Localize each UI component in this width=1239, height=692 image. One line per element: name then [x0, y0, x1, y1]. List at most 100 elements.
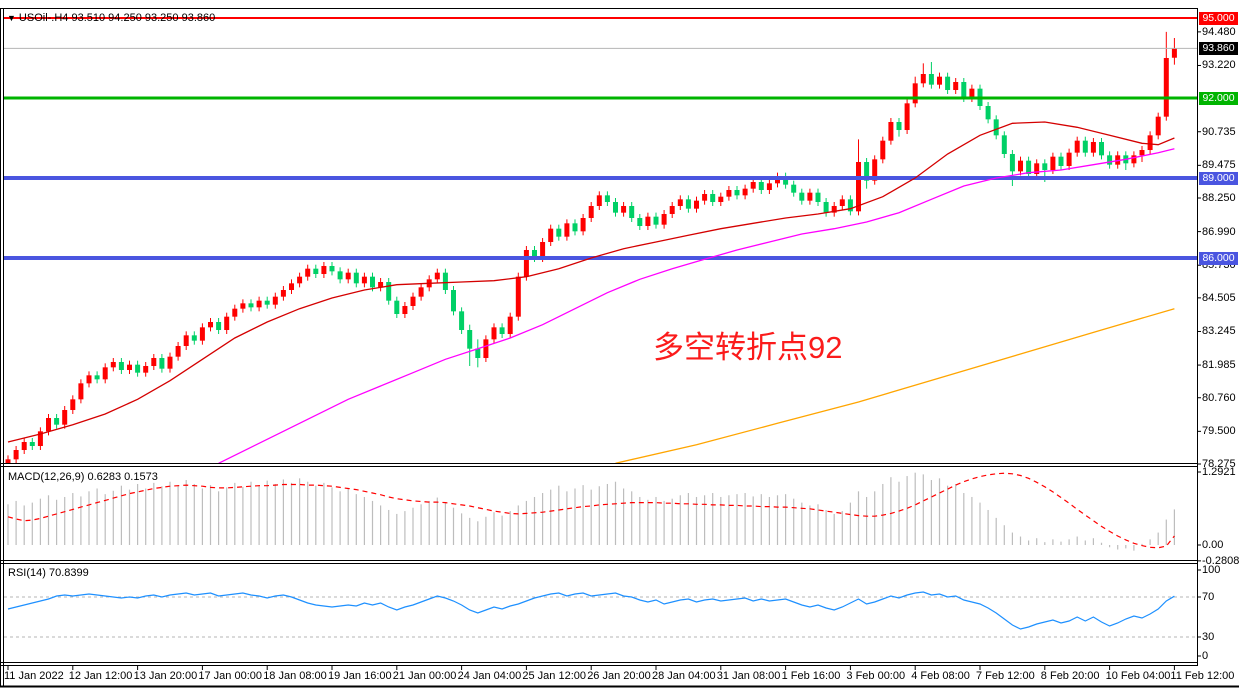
candle-body — [329, 266, 335, 272]
time-axis-label[interactable]: 21 Jan 00:00 — [392, 670, 457, 682]
macd-tick-label: -0.2808 — [1202, 554, 1239, 567]
time-axis-label[interactable]: 12 Jan 12:00 — [68, 670, 133, 682]
time-axis-label[interactable]: 11 Feb 12:00 — [1170, 670, 1235, 682]
candle-body — [807, 192, 813, 201]
candle-body — [912, 83, 918, 104]
candle-body — [451, 290, 456, 312]
candle-body — [459, 311, 465, 331]
candle-body — [1107, 155, 1113, 165]
rsi-indicator-label: RSI(14) 70.8399 — [8, 567, 89, 579]
candle-body — [94, 375, 100, 380]
candle-body — [191, 335, 197, 341]
ma-mid-line — [218, 148, 1175, 463]
candle-body — [370, 276, 375, 288]
candle-body — [183, 335, 189, 347]
time-axis-label[interactable]: 31 Jan 08:00 — [716, 670, 781, 682]
candle-body — [872, 159, 878, 181]
candle-body — [1090, 142, 1096, 153]
time-axis-label[interactable]: 19 Jan 16:00 — [328, 670, 392, 682]
time-axis-label[interactable]: 7 Feb 12:00 — [976, 670, 1035, 682]
candle-body — [831, 206, 837, 213]
candle-body — [491, 327, 497, 340]
candle-body — [945, 76, 951, 91]
candle-body — [993, 119, 999, 136]
price-tick-label: 88.250 — [1202, 192, 1236, 204]
time-axis-label[interactable]: 1 Feb 16:00 — [781, 670, 841, 682]
candle-body — [799, 192, 805, 201]
price-badge-93.860: 93.860 — [1199, 41, 1238, 55]
candle-body — [758, 182, 764, 191]
candle-body — [718, 196, 724, 203]
candle-body — [5, 459, 11, 463]
candle-body — [353, 272, 359, 284]
candle-body — [726, 190, 732, 197]
time-axis-label[interactable]: 28 Jan 04:00 — [652, 670, 716, 682]
time-axis-label[interactable]: 24 Jan 04:00 — [457, 670, 522, 682]
candle-body — [499, 327, 505, 335]
candle-body — [1163, 58, 1169, 117]
candle-body — [953, 82, 959, 91]
time-axis-label[interactable]: 17 Jan 00:00 — [198, 670, 263, 682]
rsi-tick-label: 100 — [1202, 564, 1221, 576]
chart-text-annotation: 多空转折点92 — [653, 330, 843, 365]
time-axis-label[interactable]: 25 Jan 12:00 — [522, 670, 587, 682]
candle-body — [297, 276, 303, 284]
time-axis-label[interactable]: 4 Feb 08:00 — [911, 670, 970, 682]
price-tick-label: 81.985 — [1202, 359, 1236, 372]
time-axis-label[interactable]: 26 Jan 20:00 — [587, 670, 651, 682]
candle-body — [280, 290, 286, 297]
macd-tick-label: 0.00 — [1202, 539, 1224, 551]
time-axis-label[interactable]: 3 Feb 00:00 — [846, 670, 906, 682]
candle-body — [167, 356, 173, 369]
candle-body — [305, 268, 311, 277]
candle-body — [102, 367, 108, 380]
time-axis-label[interactable]: 11 Jan 2022 — [4, 670, 64, 682]
candle-body — [1082, 140, 1088, 153]
candle-body — [985, 106, 991, 120]
candle-body — [289, 283, 294, 291]
candle-body — [864, 162, 870, 181]
symbol-dropdown-triangle-icon[interactable]: ▼ — [7, 13, 16, 23]
price-tick-label: 84.505 — [1202, 291, 1236, 304]
main-chart-panel[interactable] — [4, 17, 1197, 466]
macd-panel[interactable] — [7, 472, 1176, 551]
candle-body — [127, 364, 132, 371]
candle-body — [118, 362, 124, 371]
time-axis-label[interactable]: 10 Feb 04:00 — [1105, 670, 1171, 682]
candle-body — [46, 418, 51, 432]
candle-body — [540, 242, 546, 259]
candle-body — [248, 303, 254, 308]
candle-body — [135, 364, 141, 373]
rsi-tick-label: 0 — [1202, 650, 1209, 662]
candle-body — [1099, 142, 1104, 156]
candle-body — [629, 206, 635, 219]
candle-body — [54, 418, 60, 425]
price-badge-92.000: 92.000 — [1199, 91, 1238, 105]
time-axis-label[interactable]: 18 Jan 08:00 — [263, 670, 327, 682]
candle-body — [1171, 48, 1177, 58]
time-axis-label[interactable]: 13 Jan 20:00 — [133, 670, 198, 682]
candle-body — [467, 330, 473, 349]
candle-body — [337, 271, 343, 280]
candle-body — [839, 199, 845, 207]
candle-body — [742, 188, 748, 196]
time-axis-label[interactable]: 8 Feb 20:00 — [1040, 670, 1100, 682]
candle-body — [904, 103, 910, 131]
candle-body — [815, 192, 821, 203]
macd-signal-line — [7, 472, 1175, 549]
rsi-panel[interactable] — [4, 591, 1197, 638]
price-tick-label: 86.990 — [1202, 225, 1236, 238]
price-tick-label: 93.220 — [1202, 59, 1236, 72]
candle-body — [604, 195, 610, 203]
candle-body — [264, 300, 270, 305]
rsi-line — [7, 591, 1175, 630]
candle-body — [394, 300, 400, 315]
candle-body — [783, 176, 789, 185]
price-badge-95.000: 95.000 — [1199, 11, 1238, 25]
candle-body — [937, 76, 942, 85]
candle-body — [888, 122, 894, 141]
candle-body — [1155, 116, 1161, 136]
price-badge-86.000: 86.000 — [1199, 251, 1238, 265]
